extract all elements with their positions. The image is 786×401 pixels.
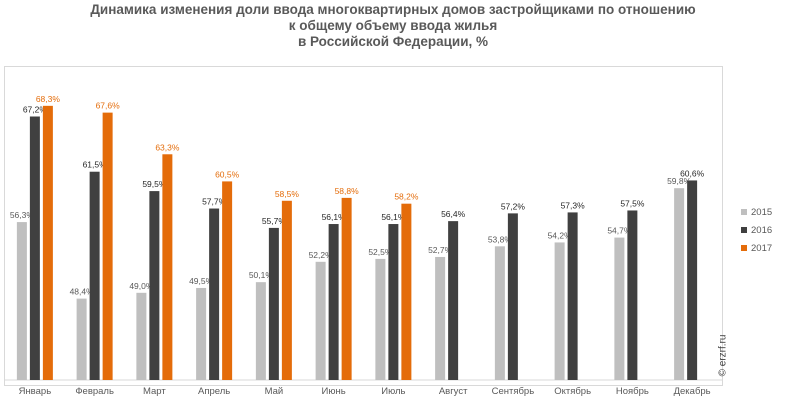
data-label-2015-4: 50,1% — [249, 270, 274, 280]
data-label-2016-2: 59,5% — [142, 179, 167, 189]
bar-2015-3 — [196, 287, 207, 380]
data-label-2015-8: 53,8% — [488, 234, 513, 244]
data-label-2017-5: 58,8% — [335, 186, 360, 196]
data-label-2016-6: 56,1% — [381, 212, 406, 222]
bar-2017-6 — [401, 203, 412, 380]
x-tick-label-10: Ноябрь — [616, 386, 649, 397]
plot-area — [4, 66, 723, 386]
bar-2015-6 — [375, 258, 386, 380]
legend-swatch-2017 — [741, 245, 747, 251]
x-tick-label-9: Октябрь — [554, 386, 591, 397]
bar-2017-0 — [42, 105, 53, 380]
bar-2016-5 — [328, 224, 339, 380]
bar-2015-10 — [614, 237, 625, 380]
legend-label-2017: 2017 — [751, 242, 773, 254]
data-label-2016-0: 67,2% — [23, 105, 48, 115]
x-tick-label-4: Май — [265, 386, 284, 397]
legend-label-2015: 2015 — [751, 206, 773, 218]
bar-2015-8 — [494, 246, 505, 380]
chart-title-line-2: к общему объему ввода жилья — [288, 18, 498, 33]
data-label-2015-11: 59,8% — [667, 176, 692, 186]
data-label-2015-0: 56,3% — [10, 210, 35, 220]
bar-2016-4 — [268, 227, 279, 380]
data-label-2015-2: 49,0% — [129, 281, 154, 291]
data-label-2015-1: 48,4% — [70, 287, 95, 297]
bar-2015-7 — [435, 256, 446, 380]
data-label-2016-10: 57,5% — [620, 198, 645, 208]
data-label-2016-1: 61,5% — [83, 160, 108, 170]
legend-item-2016: 2016 — [741, 221, 772, 239]
data-label-2016-5: 56,1% — [322, 212, 347, 222]
bar-2016-9 — [567, 212, 578, 380]
x-tick-label-7: Август — [439, 386, 468, 397]
bar-2015-1 — [76, 298, 87, 380]
x-tick-label-2: Март — [143, 386, 166, 397]
data-label-2015-5: 52,2% — [309, 250, 334, 260]
data-label-2016-8: 57,2% — [501, 201, 526, 211]
data-label-2017-4: 58,5% — [275, 189, 300, 199]
bar-2016-2 — [149, 191, 160, 380]
watermark: © erzrf.ru — [717, 330, 736, 390]
data-label-2015-6: 52,5% — [368, 247, 393, 257]
data-label-2017-2: 63,3% — [155, 142, 180, 152]
bar-2016-8 — [507, 213, 518, 380]
bar-2016-11 — [687, 180, 698, 380]
bar-2017-1 — [102, 112, 113, 380]
data-label-2016-11: 60,6% — [680, 168, 705, 178]
bar-2015-5 — [315, 261, 326, 380]
data-label-2015-9: 54,2% — [548, 230, 573, 240]
chart-title: Динамика изменения доли ввода многокварт… — [0, 2, 786, 50]
bar-2016-7 — [448, 221, 459, 380]
data-label-2017-3: 60,5% — [215, 169, 240, 179]
data-label-2016-9: 57,3% — [561, 200, 586, 210]
bar-2015-2 — [136, 292, 147, 380]
bar-2016-1 — [89, 171, 100, 380]
bar-2017-2 — [162, 154, 173, 380]
data-label-2015-10: 54,7% — [607, 226, 632, 236]
bar-2015-0 — [16, 222, 27, 380]
x-tick-label-5: Июнь — [322, 386, 346, 397]
x-tick-label-1: Февраль — [75, 386, 114, 397]
x-tick-label-8: Сентябрь — [492, 386, 535, 397]
bar-2016-6 — [388, 224, 399, 380]
bar-2015-9 — [554, 242, 565, 380]
bar-2017-3 — [222, 181, 233, 380]
legend-item-2015: 2015 — [741, 203, 772, 221]
x-tick-label-3: Апрель — [198, 386, 230, 397]
data-label-2017-0: 68,3% — [36, 94, 61, 104]
data-label-2015-3: 49,5% — [189, 276, 214, 286]
x-tick-label-6: Июль — [381, 386, 405, 397]
bar-2016-3 — [209, 208, 220, 380]
chart-title-line-3: в Российской Федерации, % — [297, 34, 489, 49]
chart-title-line-1: Динамика изменения доли ввода многокварт… — [90, 2, 696, 17]
bar-2017-5 — [341, 197, 352, 380]
data-label-2017-1: 67,6% — [96, 101, 121, 111]
bar-2015-4 — [255, 282, 266, 380]
legend-swatch-2015 — [741, 209, 747, 215]
data-label-2016-3: 57,7% — [202, 197, 227, 207]
x-tick-label-11: Декабрь — [674, 386, 711, 397]
bar-2017-4 — [281, 200, 292, 380]
legend: 2015 2016 2017 — [741, 203, 772, 257]
legend-label-2016: 2016 — [751, 224, 773, 236]
data-label-2016-4: 55,7% — [262, 216, 287, 226]
data-label-2015-7: 52,7% — [428, 245, 453, 255]
watermark-text: © erzrf.ru — [717, 334, 729, 377]
bar-2016-10 — [627, 210, 638, 380]
x-tick-label-0: Январь — [19, 386, 52, 397]
legend-item-2017: 2017 — [741, 239, 772, 257]
data-label-2017-6: 58,2% — [394, 192, 419, 202]
legend-swatch-2016 — [741, 227, 747, 233]
data-label-2016-7: 56,4% — [441, 209, 466, 219]
bar-2015-11 — [674, 188, 685, 380]
bar-2016-0 — [29, 116, 40, 380]
